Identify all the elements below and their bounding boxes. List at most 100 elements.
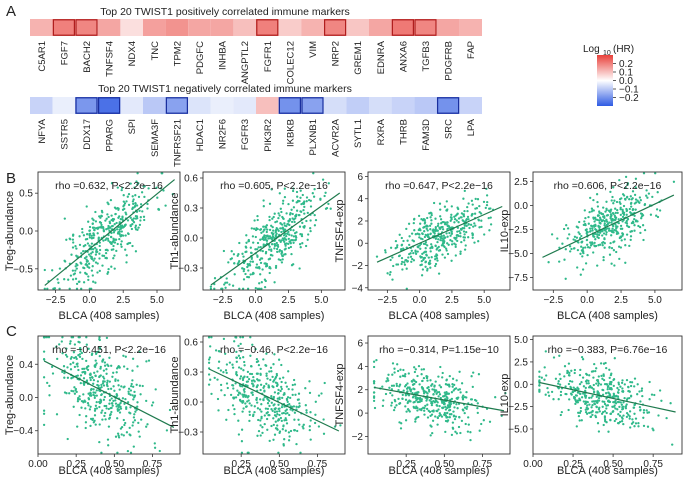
scatter-point bbox=[603, 237, 606, 241]
scatter-point bbox=[400, 262, 403, 266]
y-tick-label: 2.5 bbox=[514, 177, 528, 188]
scatter-point bbox=[309, 229, 312, 233]
scatter-point bbox=[291, 212, 294, 216]
scatter-point bbox=[107, 407, 110, 411]
scatter-point bbox=[98, 241, 101, 244]
scatter-point bbox=[293, 418, 296, 421]
scatter-point bbox=[227, 261, 230, 264]
scatter-point bbox=[220, 287, 223, 290]
scatter-point bbox=[245, 380, 249, 383]
scatter-point bbox=[284, 381, 287, 384]
scatter-point bbox=[470, 199, 474, 202]
scatter-point bbox=[275, 227, 278, 230]
correlation-annotation: rho =−0.383, P=6.76e−16 bbox=[548, 344, 668, 356]
scatter-point bbox=[138, 384, 142, 387]
scatter-point bbox=[108, 356, 111, 359]
scatter-point bbox=[623, 238, 626, 241]
x-tick-label: 0.25 bbox=[231, 459, 251, 470]
scatter-point bbox=[424, 404, 427, 408]
scatter-point bbox=[460, 212, 464, 215]
scatter-point bbox=[92, 393, 95, 397]
scatter-point bbox=[277, 403, 280, 406]
scatter-point bbox=[302, 208, 305, 212]
scatter-point bbox=[621, 209, 624, 213]
scatter-point bbox=[610, 262, 613, 265]
scatter-point bbox=[270, 401, 273, 404]
scatter-point bbox=[573, 368, 577, 372]
heatmap-gene-label: PLXNB1 bbox=[308, 119, 319, 155]
scatter-point bbox=[253, 410, 256, 414]
scatter-point bbox=[399, 427, 403, 430]
scatter-point bbox=[299, 189, 302, 192]
scatter-point bbox=[275, 372, 278, 376]
scatter-point bbox=[113, 223, 116, 226]
scatter-point bbox=[428, 399, 431, 402]
scatter-point bbox=[605, 218, 608, 221]
scatter-point bbox=[618, 201, 621, 204]
scatter-point bbox=[102, 254, 106, 258]
scatter-point bbox=[602, 258, 605, 262]
scatter-point bbox=[430, 219, 433, 222]
scatter-point bbox=[414, 380, 418, 384]
scatter-point bbox=[266, 402, 270, 405]
scatter-point bbox=[410, 232, 414, 235]
heatmap-gene-label: FGFR1 bbox=[263, 41, 274, 72]
scatter-point bbox=[465, 224, 468, 228]
scatter-point bbox=[445, 416, 448, 419]
scatter-point bbox=[602, 362, 606, 365]
scatter-point bbox=[103, 414, 106, 418]
scatter-point bbox=[231, 383, 234, 387]
scatter-point bbox=[556, 237, 559, 240]
scatter-point bbox=[146, 202, 149, 206]
scatter-point bbox=[400, 248, 403, 251]
scatter-point bbox=[236, 389, 239, 392]
scatter-point bbox=[436, 423, 439, 426]
scatter-point bbox=[65, 347, 68, 350]
scatter-point bbox=[429, 424, 432, 427]
scatter-point bbox=[604, 229, 607, 232]
scatter-point bbox=[132, 398, 135, 401]
heatmap-gene-label: FGF7 bbox=[59, 41, 70, 65]
scatter-point bbox=[117, 408, 121, 411]
scatter-point bbox=[263, 414, 266, 417]
scatter-point bbox=[119, 243, 123, 246]
scatter-point bbox=[42, 357, 46, 361]
scatter-point bbox=[603, 216, 606, 220]
scatter-point bbox=[627, 225, 631, 229]
scatter-point bbox=[244, 402, 247, 405]
scatter-point bbox=[307, 198, 311, 202]
scatter-point bbox=[605, 407, 608, 410]
scatter-point bbox=[581, 250, 585, 254]
scatter-point bbox=[306, 238, 309, 241]
scatter-point bbox=[547, 394, 551, 397]
scatter-point bbox=[415, 391, 418, 394]
scatter-point bbox=[323, 381, 326, 385]
scatter-point bbox=[448, 384, 451, 388]
scatter-point bbox=[268, 404, 271, 408]
scatter-point bbox=[246, 370, 250, 374]
scatter-point bbox=[85, 205, 88, 208]
scatter-point bbox=[442, 244, 445, 247]
scatter-point bbox=[156, 196, 159, 199]
scatter-point bbox=[665, 416, 668, 420]
scatter-point bbox=[281, 254, 284, 258]
scatter-point bbox=[250, 257, 253, 261]
scatter-point bbox=[127, 390, 130, 393]
scatter-point bbox=[440, 222, 443, 225]
scatter-point bbox=[587, 382, 590, 385]
scatter-point bbox=[630, 422, 634, 425]
scatter-point bbox=[106, 438, 110, 441]
scatter-point bbox=[66, 437, 69, 441]
scatter-point bbox=[573, 371, 576, 375]
scatter-point bbox=[477, 219, 481, 222]
scatter-point bbox=[425, 407, 429, 411]
scatter-point bbox=[605, 421, 608, 424]
scatter-point bbox=[262, 243, 265, 246]
scatter-point bbox=[421, 252, 424, 256]
scatter-point bbox=[42, 376, 46, 379]
scatter-point bbox=[599, 221, 602, 225]
scatter-point bbox=[51, 269, 54, 272]
scatter-point bbox=[75, 267, 78, 270]
scatter-point bbox=[619, 206, 622, 209]
scatter-point bbox=[230, 250, 233, 253]
